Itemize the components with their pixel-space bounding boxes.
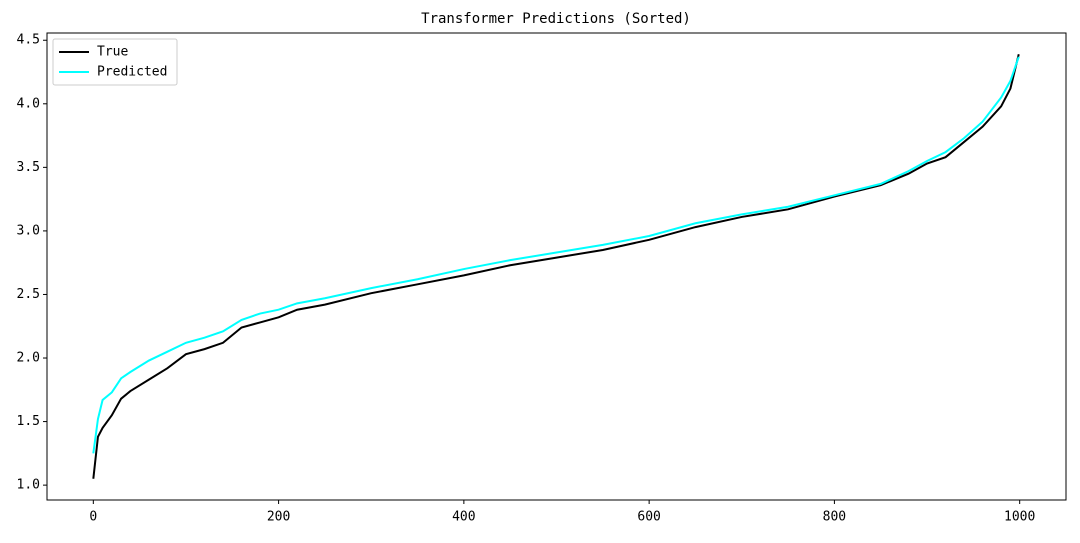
y-tick-label: 4.5 xyxy=(17,33,40,48)
data-line xyxy=(92,56,1020,454)
y-tick-label: 2.0 xyxy=(17,351,40,366)
x-tick-label: 800 xyxy=(823,510,846,525)
y-tick-label: 4.0 xyxy=(17,96,40,111)
chart-title: Transformer Predictions (Sorted) xyxy=(421,11,691,27)
x-tick-label: 600 xyxy=(637,510,660,525)
y-tick-label: 2.5 xyxy=(17,287,40,302)
data-line xyxy=(92,53,1020,479)
y-tick-label: 3.0 xyxy=(17,223,40,238)
y-tick-label: 1.5 xyxy=(17,414,40,429)
x-tick-label: 1000 xyxy=(1004,510,1035,525)
plot-frame xyxy=(46,32,1067,501)
legend-box xyxy=(52,38,178,86)
y-tick-label: 3.5 xyxy=(17,160,40,175)
x-tick-label: 400 xyxy=(452,510,475,525)
legend-label: True xyxy=(97,45,128,60)
legend-label: Predicted xyxy=(97,65,167,80)
legend: True Predicted xyxy=(52,38,178,86)
y-tick-label: 1.0 xyxy=(17,478,40,493)
x-tick-label: 0 xyxy=(89,510,97,525)
x-tick-label: 200 xyxy=(267,510,290,525)
